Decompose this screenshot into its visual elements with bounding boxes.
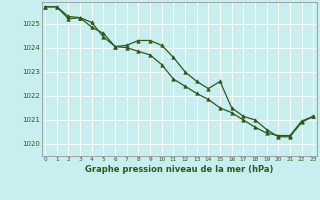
X-axis label: Graphe pression niveau de la mer (hPa): Graphe pression niveau de la mer (hPa) <box>85 165 273 174</box>
